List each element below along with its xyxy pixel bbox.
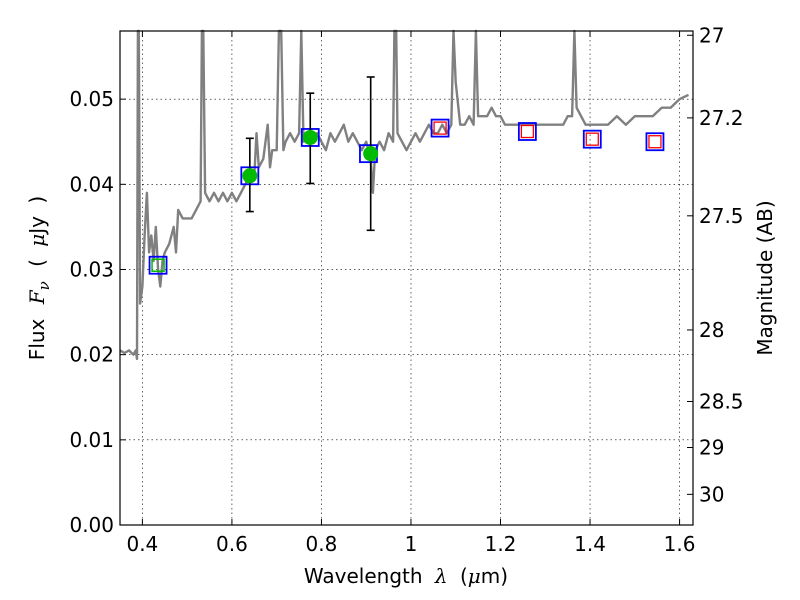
upper-limit-marker-0 [433, 121, 447, 135]
detection-point-0 [242, 168, 258, 184]
y-axis-label: Flux Fν ( μJy ) [25, 196, 54, 360]
model-box-5 [517, 122, 537, 141]
y-right-tick-label-5: 29 [699, 435, 724, 459]
model-box-6 [582, 129, 602, 149]
y-tick-label-5: 0.05 [69, 87, 114, 111]
upper-limit-markers [433, 121, 662, 149]
y-axis-ticks: 0.00 0.01 0.02 0.03 0.04 0.05 [69, 87, 126, 537]
upper-limit-marker-3 [648, 135, 662, 149]
y-tick-label-2: 0.02 [69, 343, 114, 367]
x-tick-label-5: 1.4 [574, 532, 606, 556]
open-green-marker-0 [151, 258, 165, 272]
x-tick-label-3: 1 [405, 532, 418, 556]
model-box-0 [148, 255, 168, 275]
detection-markers [151, 129, 379, 272]
plot-frame [119, 30, 694, 526]
y-right-tick-label-0: 27 [699, 23, 724, 47]
y-right-tick-label-6: 30 [699, 482, 724, 506]
upper-limit-marker-2 [585, 132, 599, 146]
detection-point-2 [363, 146, 379, 162]
y-tick-label-4: 0.04 [69, 172, 114, 196]
y-right-tick-label-3: 28 [699, 318, 724, 342]
x-tick-label-2: 0.8 [306, 532, 338, 556]
y-right-tick-label-4: 28.5 [699, 390, 744, 414]
y-tick-label-3: 0.03 [69, 257, 114, 281]
upper-limit-marker-1 [520, 124, 535, 139]
y-tick-label-1: 0.01 [69, 428, 114, 452]
x-tick-label-0: 0.4 [126, 532, 158, 556]
x-axis-label: Wavelength λ (μm) [304, 564, 508, 588]
y-right-tick-label-1: 27.2 [699, 106, 744, 130]
x-axis-ticks: 0.4 0.6 0.8 1 1.2 1.4 1.6 [126, 31, 695, 556]
x-tick-label-6: 1.6 [664, 532, 696, 556]
y-right-axis-ticks: 27 27.2 27.5 28 28.5 29 30 [687, 23, 744, 506]
model-box-4 [430, 118, 450, 138]
x-tick-label-1: 0.6 [216, 532, 248, 556]
detection-point-1 [302, 129, 318, 145]
y-right-tick-label-2: 27.5 [699, 204, 744, 228]
y-tick-label-0: 0.00 [69, 513, 114, 537]
spectrum-line-series [119, 29, 690, 361]
y-right-axis-label: Magnitude (AB) [753, 200, 777, 355]
spectrum-line [119, 29, 690, 361]
grid-lines [120, 31, 693, 526]
model-box-7 [645, 132, 665, 152]
x-tick-label-4: 1.2 [485, 532, 517, 556]
